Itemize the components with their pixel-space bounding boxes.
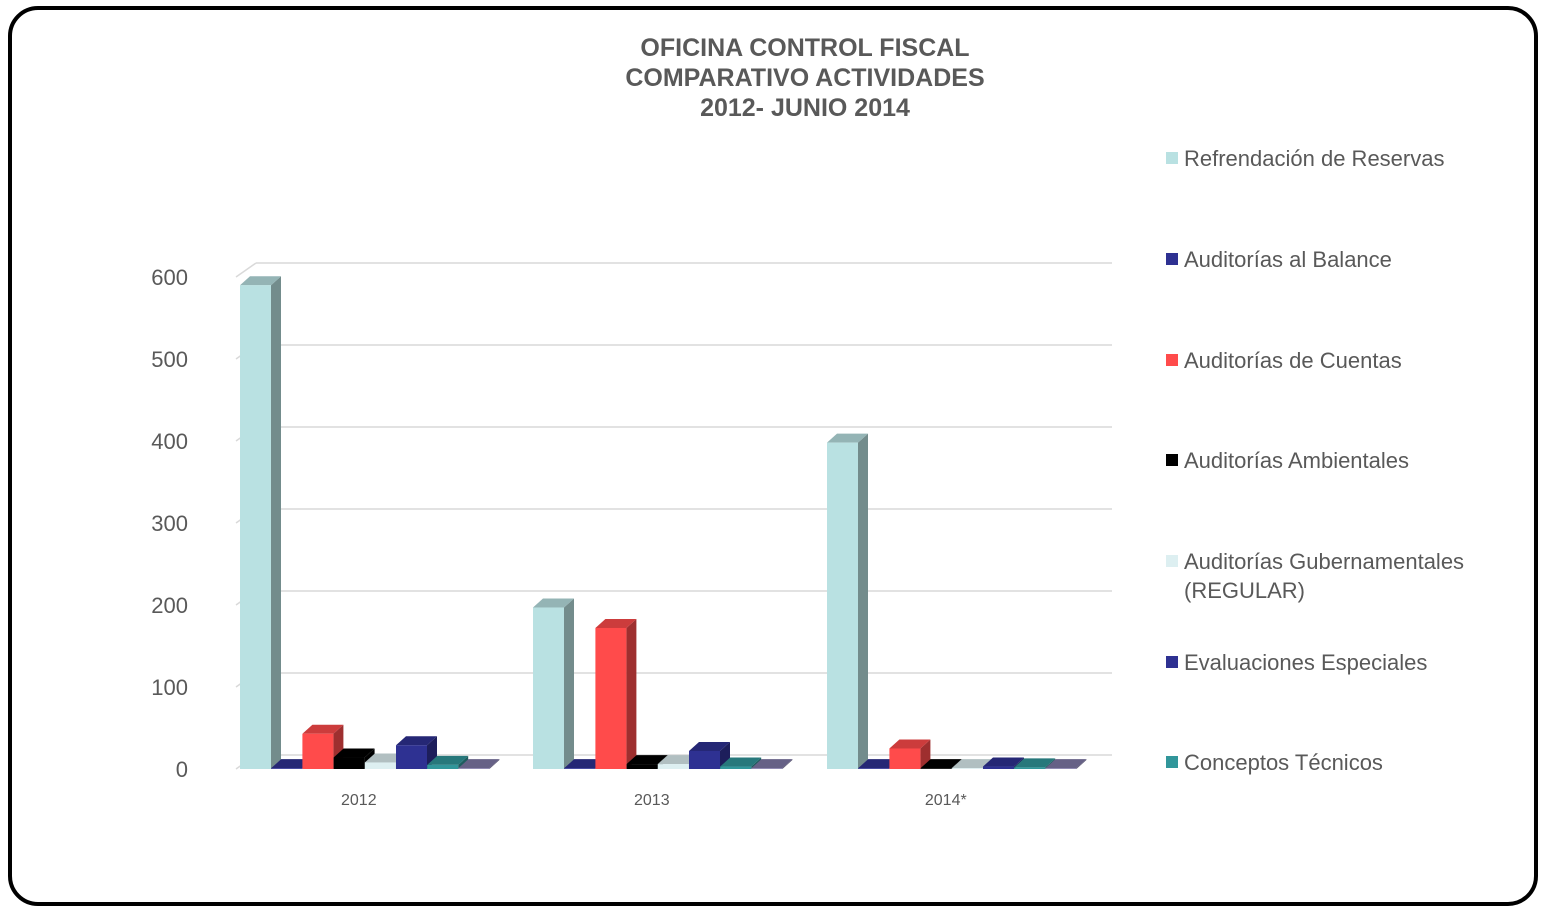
bar-side — [1076, 759, 1087, 769]
bar-top — [396, 736, 437, 746]
bar — [427, 764, 459, 769]
bar-top — [920, 759, 962, 769]
bar-top — [827, 433, 868, 443]
bar-top — [458, 759, 500, 769]
bar-top — [595, 618, 637, 628]
bar — [240, 285, 271, 769]
legend-swatch — [1166, 756, 1178, 768]
legend-item: Refrendación de Reservas — [1166, 144, 1514, 173]
bar — [302, 733, 334, 769]
legend-label: Conceptos Técnicos — [1184, 750, 1383, 775]
x-tick-label: 2012 — [341, 792, 377, 809]
legend-label: Auditorías Gubernamentales (REGULAR) — [1184, 549, 1465, 603]
legend-item: Auditorías de Cuentas — [1166, 346, 1514, 375]
bar-top — [271, 759, 313, 769]
legend-label: Auditorías de Cuentas — [1184, 348, 1402, 373]
legend-item: Auditorías Gubernamentales (REGULAR) — [1166, 547, 1514, 605]
bar — [626, 764, 658, 769]
bar-top — [333, 748, 375, 758]
bar — [858, 768, 890, 769]
bar-top — [983, 757, 1024, 767]
chart-title-line-1: OFICINA CONTROL FISCAL — [640, 34, 970, 62]
bar-top — [240, 276, 281, 286]
bar-top — [657, 755, 699, 765]
bar-top — [689, 741, 730, 751]
bar — [1014, 767, 1046, 769]
legend-item: Conceptos Técnicos — [1166, 748, 1514, 777]
bar-side — [858, 433, 868, 769]
bar — [271, 768, 303, 769]
bar — [595, 627, 627, 769]
bar — [333, 757, 365, 769]
bar-side — [489, 759, 500, 769]
bar-top — [1014, 758, 1056, 768]
bar-top — [858, 759, 900, 769]
bar-top — [364, 753, 406, 763]
bar — [920, 768, 952, 769]
bar-side — [271, 276, 281, 769]
x-tick-label: 2014* — [925, 792, 967, 809]
legend-item: Evaluaciones Especiales — [1166, 648, 1514, 677]
bar — [657, 764, 689, 769]
bar-side — [626, 618, 637, 769]
gridline-side — [235, 262, 257, 278]
bar-top — [564, 759, 606, 769]
bar — [827, 442, 858, 769]
bar-side — [458, 755, 469, 769]
bar-side — [782, 759, 793, 769]
bar — [889, 748, 921, 769]
legend-item: Auditorías al Balance — [1166, 245, 1514, 274]
bar-top — [720, 757, 762, 767]
bar — [983, 766, 1014, 769]
legend-swatch — [1166, 152, 1178, 164]
bar — [689, 750, 720, 769]
bar-top — [951, 759, 993, 769]
y-tick-label: 400 — [151, 429, 188, 454]
legend-label: Evaluaciones Especiales — [1184, 650, 1428, 675]
y-tick-label: 0 — [176, 757, 188, 782]
bar — [533, 607, 564, 769]
bar-top — [302, 724, 344, 734]
bar — [396, 745, 427, 769]
y-tick-label: 300 — [151, 511, 188, 536]
legend-swatch — [1166, 354, 1178, 366]
chart-title: OFICINA CONTROL FISCAL COMPARATIVO ACTIV… — [380, 33, 1230, 123]
y-tick-label: 100 — [151, 675, 188, 700]
bar-top — [533, 598, 574, 608]
bar-side — [564, 598, 574, 769]
legend-swatch — [1166, 253, 1178, 265]
bar — [951, 768, 983, 769]
legend-swatch — [1166, 555, 1178, 567]
bar-top — [427, 755, 469, 765]
chart-title-line-2: COMPARATIVO ACTIVIDADES — [625, 64, 985, 92]
legend-swatch — [1166, 454, 1178, 466]
bar-top — [889, 739, 931, 749]
bar-top — [1045, 759, 1087, 769]
bar — [1045, 768, 1077, 769]
y-tick-label: 600 — [151, 265, 188, 290]
x-tick-label: 2013 — [634, 792, 670, 809]
bar-chart: 0 100 200 300 400 500 600 2012 2013 2014* — [151, 262, 1112, 809]
bar — [720, 766, 752, 769]
bar-top — [626, 755, 668, 765]
bar — [564, 768, 596, 769]
legend-label: Auditorías Ambientales — [1184, 448, 1410, 473]
bar-top — [751, 759, 793, 769]
legend-swatch — [1166, 656, 1178, 668]
legend-label: Auditorías al Balance — [1184, 247, 1392, 272]
bar — [458, 768, 490, 769]
bar — [364, 762, 396, 769]
legend-label: Refrendación de Reservas — [1184, 146, 1445, 171]
legend-item: Auditorías Ambientales — [1166, 446, 1514, 475]
y-tick-label: 200 — [151, 593, 188, 618]
bar — [751, 768, 783, 769]
y-tick-label: 500 — [151, 347, 188, 372]
chart-title-line-3: 2012- JUNIO 2014 — [700, 94, 910, 122]
